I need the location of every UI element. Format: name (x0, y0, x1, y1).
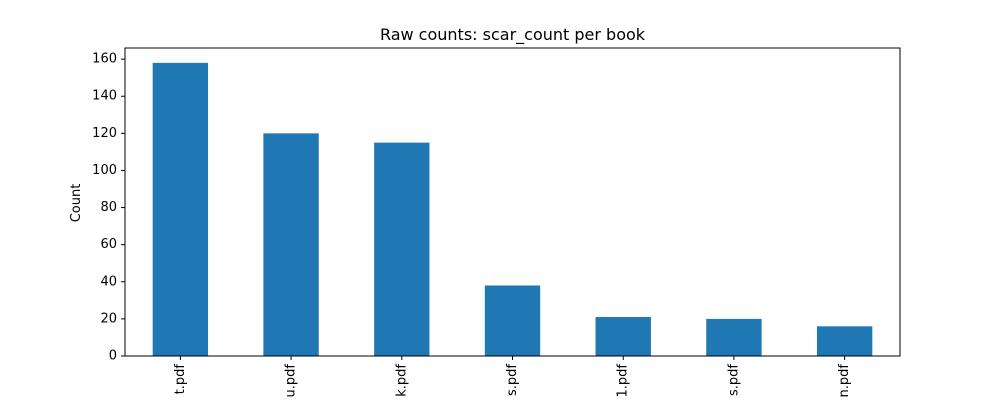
x-tick-label-2: u.pdf (284, 364, 299, 398)
y-tick-label-160: 160 (92, 52, 117, 67)
y-axis-label: Count (69, 184, 84, 223)
x-tick-label-7: n.pdf (837, 364, 852, 398)
bar-4 (484, 285, 541, 356)
y-tick-label-60: 60 (100, 237, 117, 252)
bar-1 (152, 62, 209, 357)
x-tick-label-1: t.pdf (173, 364, 188, 395)
y-tick-label-80: 80 (100, 200, 117, 215)
x-tick-label-5: 1.pdf (616, 364, 631, 398)
bar-5 (595, 317, 651, 356)
x-ticks-group: t.pdf u.pdf k.pdf s.pdf 1.pdf s.pdf n.pdf (173, 356, 852, 397)
y-ticks-group: 0 20 40 60 80 100 120 140 160 (92, 52, 125, 364)
plot-frame (124, 47, 901, 357)
y-tick-label-20: 20 (100, 311, 117, 326)
bar-3 (374, 142, 430, 356)
bar-7 (816, 326, 873, 356)
bar-6 (706, 318, 762, 356)
y-tick-label-140: 140 (92, 89, 117, 104)
y-tick-label-100: 100 (92, 163, 117, 178)
chart-title: Raw counts: scar_count per book (380, 25, 646, 45)
x-tick-label-4: s.pdf (505, 364, 520, 396)
x-tick-label-6: s.pdf (726, 364, 741, 396)
x-tick-label-3: k.pdf (394, 364, 409, 397)
y-tick-label-120: 120 (92, 126, 117, 141)
bars-group (152, 62, 873, 357)
bar-2 (263, 133, 319, 356)
y-tick-label-40: 40 (100, 274, 117, 289)
y-tick-label-0: 0 (109, 349, 117, 364)
